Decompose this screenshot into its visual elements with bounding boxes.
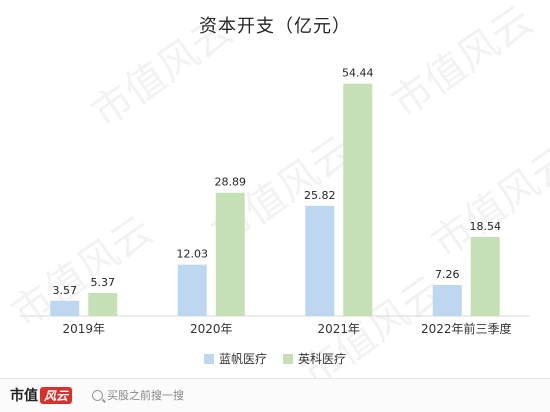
data-label: 18.54 <box>470 220 502 233</box>
legend-label: 英科医疗 <box>298 352 347 366</box>
data-label: 5.37 <box>91 276 116 289</box>
data-label: 28.89 <box>215 176 247 189</box>
data-label: 3.57 <box>53 284 78 297</box>
search-hint[interactable]: 买股之前搜一搜 <box>92 386 184 404</box>
data-label: 25.82 <box>304 189 336 202</box>
chart-title: 资本开支（亿元） <box>199 16 351 37</box>
bar-yingke-3 <box>470 236 500 316</box>
x-tick-label: 2020年 <box>190 322 233 336</box>
x-tick-label: 2019年 <box>62 322 105 336</box>
data-label: 54.44 <box>342 67 374 80</box>
bar-yingke-0 <box>88 293 118 316</box>
bar-yingke-1 <box>215 192 245 316</box>
search-icon <box>92 389 103 401</box>
data-label: 12.03 <box>177 248 209 261</box>
brand-badge: 风云 <box>40 387 73 404</box>
bar-yingke-2 <box>343 83 373 317</box>
bar-chart: 3.57 5.37 2019年 12.03 28.89 2020年 25.82 54.44 20… <box>20 67 530 336</box>
legend-item-yingke: 英科医疗 <box>283 350 346 367</box>
footer-bar: 市值 风云 买股之前搜一搜 <box>0 378 550 412</box>
brand-text: 市值 <box>10 388 38 404</box>
search-text: 买股之前搜一搜 <box>107 389 184 402</box>
bar-lanfan-0 <box>50 300 80 316</box>
bar-lanfan-1 <box>177 264 207 316</box>
legend-swatch <box>203 353 214 364</box>
x-tick-label: 2022年前三季度 <box>421 321 512 336</box>
bar-lanfan-3 <box>432 285 462 316</box>
legend-label: 蓝帆医疗 <box>218 352 267 366</box>
bar-lanfan-2 <box>305 205 335 316</box>
data-label: 7.26 <box>435 268 460 281</box>
brand-logo: 市值 风云 <box>10 385 73 405</box>
legend: 蓝帆医疗 英科医疗 <box>0 350 550 367</box>
legend-swatch <box>283 353 293 364</box>
legend-item-lanfan: 蓝帆医疗 <box>203 350 267 367</box>
x-tick-label: 2021年 <box>317 322 360 336</box>
